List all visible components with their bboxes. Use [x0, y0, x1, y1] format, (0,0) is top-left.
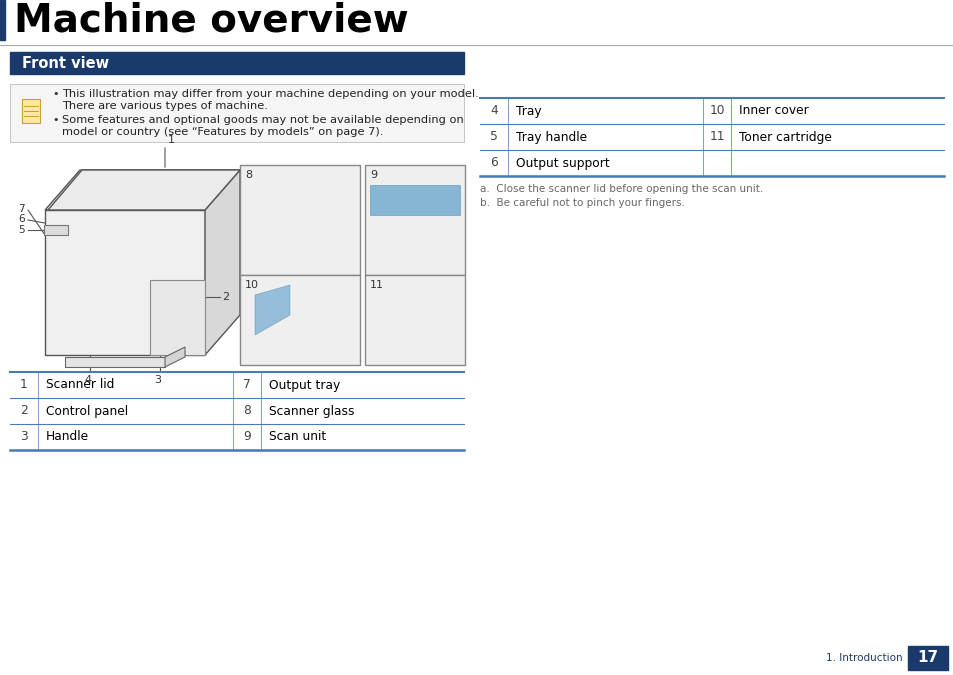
Bar: [365, 275, 464, 365]
Text: Scanner glass: Scanner glass: [269, 404, 355, 418]
Text: 6: 6: [490, 157, 497, 169]
Bar: [0, 0, 5, 40]
Text: 1. Introduction: 1. Introduction: [825, 653, 902, 663]
Text: 9: 9: [243, 431, 251, 443]
Polygon shape: [150, 280, 205, 355]
Bar: [10, 52, 463, 74]
Polygon shape: [45, 210, 205, 355]
Text: 6: 6: [18, 214, 25, 224]
Text: 2: 2: [222, 292, 229, 302]
Text: 5: 5: [490, 130, 497, 144]
Text: Output tray: Output tray: [269, 379, 340, 391]
Text: Machine overview: Machine overview: [14, 1, 408, 39]
Polygon shape: [370, 185, 459, 215]
Text: Inner cover: Inner cover: [739, 105, 808, 117]
Text: 3: 3: [154, 375, 161, 385]
Polygon shape: [45, 170, 240, 210]
Text: Some features and optional goods may not be available depending on: Some features and optional goods may not…: [62, 115, 463, 125]
Text: 11: 11: [370, 280, 384, 290]
Bar: [22, 99, 40, 123]
Text: 17: 17: [917, 651, 938, 666]
Text: 8: 8: [243, 404, 251, 418]
Text: This illustration may differ from your machine depending on your model.: This illustration may differ from your m…: [62, 89, 478, 99]
Text: 2: 2: [20, 404, 28, 418]
Text: Front view: Front view: [22, 55, 109, 70]
Text: There are various types of machine.: There are various types of machine.: [62, 101, 268, 111]
Text: Tray: Tray: [516, 105, 541, 117]
Text: 4: 4: [490, 105, 497, 117]
Text: •: •: [52, 115, 58, 125]
Text: 5: 5: [18, 225, 25, 235]
Text: 3: 3: [20, 431, 28, 443]
Text: 9: 9: [370, 170, 376, 180]
Text: Scan unit: Scan unit: [269, 431, 326, 443]
Text: 1: 1: [20, 379, 28, 391]
Bar: [365, 165, 464, 275]
Text: 7: 7: [18, 204, 25, 214]
Text: b.  Be careful not to pinch your fingers.: b. Be careful not to pinch your fingers.: [479, 198, 684, 208]
Bar: [240, 275, 359, 365]
Text: 8: 8: [245, 170, 252, 180]
Text: a.  Close the scanner lid before opening the scan unit.: a. Close the scanner lid before opening …: [479, 184, 762, 194]
Text: 7: 7: [243, 379, 251, 391]
Text: •: •: [52, 89, 58, 99]
Polygon shape: [65, 357, 165, 367]
Text: 10: 10: [245, 280, 258, 290]
Polygon shape: [205, 170, 240, 355]
Text: Control panel: Control panel: [46, 404, 128, 418]
Text: Handle: Handle: [46, 431, 89, 443]
Text: 1: 1: [168, 135, 174, 145]
Text: Tray handle: Tray handle: [516, 130, 586, 144]
Text: Toner cartridge: Toner cartridge: [739, 130, 831, 144]
Text: 10: 10: [708, 105, 724, 117]
Text: model or country (see “Features by models” on page 7).: model or country (see “Features by model…: [62, 127, 383, 137]
Bar: [907, 646, 947, 670]
Bar: [10, 84, 463, 142]
Text: Output support: Output support: [516, 157, 609, 169]
Bar: [240, 165, 359, 275]
Polygon shape: [48, 170, 240, 210]
Polygon shape: [165, 347, 185, 367]
Text: 11: 11: [708, 130, 724, 144]
Polygon shape: [44, 225, 68, 235]
Text: Scanner lid: Scanner lid: [46, 379, 114, 391]
Text: 4: 4: [85, 375, 91, 385]
Polygon shape: [254, 285, 290, 335]
